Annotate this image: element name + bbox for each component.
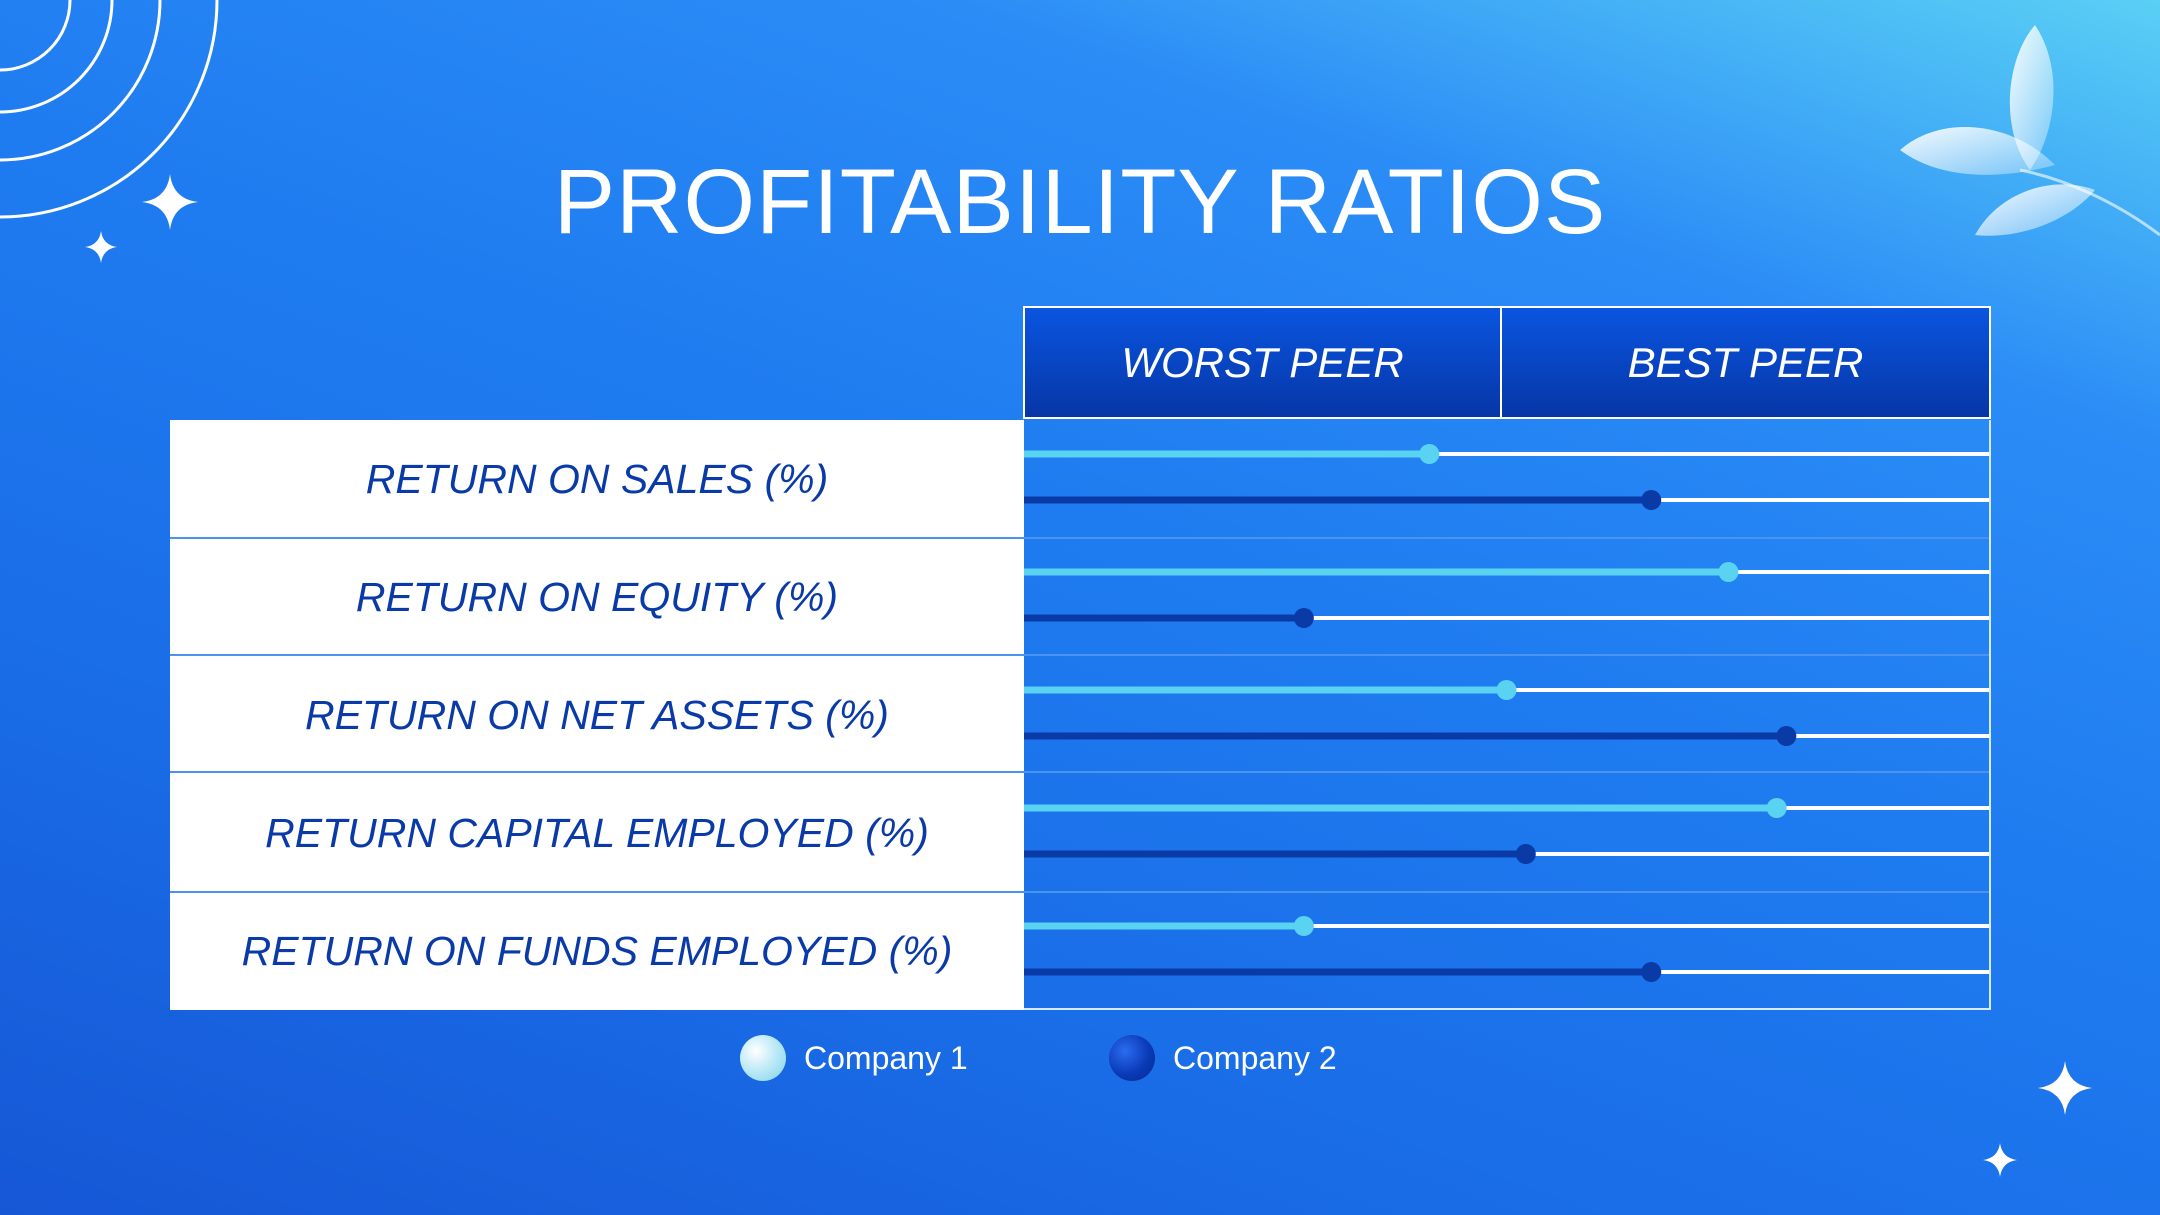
ratio-label: RETURN CAPITAL EMPLOYED (%) — [265, 809, 929, 856]
company-1-swatch — [740, 1035, 786, 1081]
sparkle-icon — [1983, 1143, 2017, 1177]
bar-marker-company-2 — [1293, 608, 1314, 628]
ratio-label-column: RETURN ON SALES (%) RETURN ON EQUITY (%)… — [170, 420, 1024, 1010]
sparkle-icon — [142, 174, 198, 230]
header-worst-peer: WORST PEER — [1023, 306, 1502, 419]
legend-item-company-2: Company 2 — [1109, 1035, 1337, 1081]
page-title: PROFITABILITY RATIOS — [553, 151, 1607, 253]
legend-label: Company 2 — [1173, 1039, 1337, 1076]
row-divider — [170, 891, 1991, 893]
bars-area — [1024, 420, 1991, 1010]
bar-marker-company-2 — [1515, 844, 1536, 864]
bar-marker-company-1 — [1718, 562, 1739, 582]
ratio-label: RETURN ON FUNDS EMPLOYED (%) — [241, 927, 953, 974]
row-divider — [170, 537, 1991, 539]
bar-marker-company-1 — [1496, 680, 1517, 700]
ratio-label: RETURN ON SALES (%) — [365, 455, 829, 502]
concentric-arcs-decoration — [0, 0, 219, 219]
sparkle-icon — [85, 231, 117, 263]
legend-item-company-1: Company 1 — [740, 1035, 968, 1081]
bar-marker-company-1 — [1419, 444, 1440, 464]
bar-marker-company-2 — [1641, 962, 1662, 982]
legend-label: Company 1 — [804, 1039, 968, 1076]
comparison-bars — [1024, 444, 1989, 982]
leaf-decoration — [1900, 25, 2160, 237]
row-divider — [170, 654, 1991, 656]
company-2-swatch — [1109, 1035, 1155, 1081]
row-divider — [170, 771, 1991, 773]
ratio-label: RETURN ON EQUITY (%) — [355, 573, 839, 620]
sparkle-icon — [2038, 1061, 2092, 1115]
bar-marker-company-2 — [1776, 726, 1797, 746]
header-best-peer: BEST PEER — [1500, 306, 1991, 419]
bar-marker-company-1 — [1293, 916, 1314, 936]
bar-marker-company-1 — [1766, 798, 1787, 818]
bar-marker-company-2 — [1641, 490, 1662, 510]
ratio-label: RETURN ON NET ASSETS (%) — [305, 691, 889, 738]
